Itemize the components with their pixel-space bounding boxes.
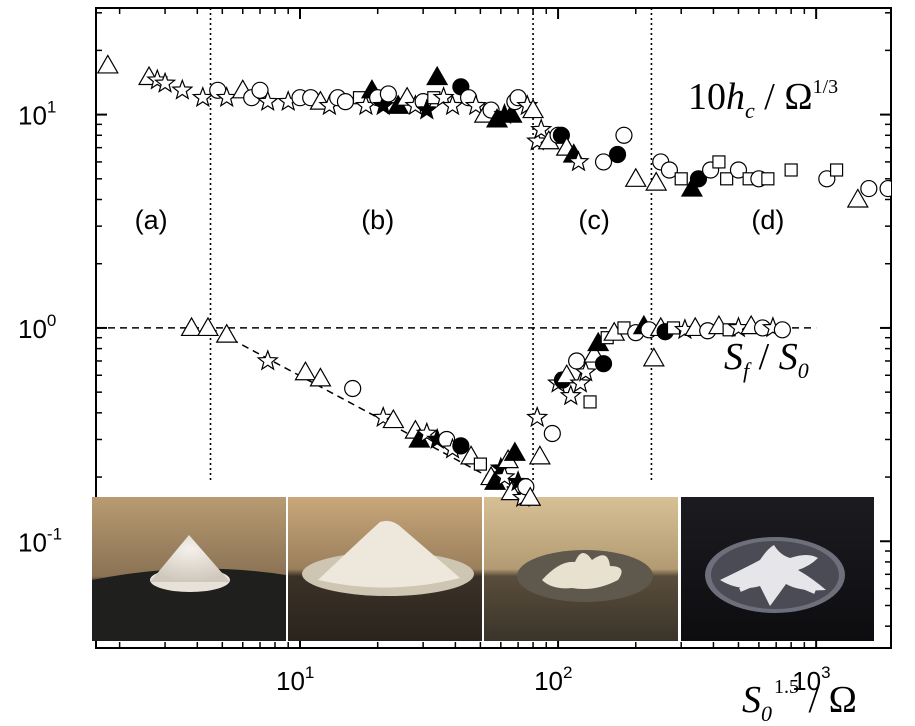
data-point-open-triangle [555, 364, 578, 384]
data-point-open-triangle [624, 167, 647, 187]
data-point-filled-star [371, 94, 395, 116]
data-point-filled-triangle [500, 103, 523, 123]
data-point-open-triangle [642, 347, 665, 367]
data-point-open-star [530, 117, 553, 140]
data-point-filled-triangle [680, 177, 703, 197]
data-point-open-star [441, 94, 464, 116]
data-point-open-triangle [846, 188, 869, 208]
data-point-open-triangle [215, 323, 238, 343]
data-point-open-circle [594, 153, 613, 171]
reference-line [210, 327, 534, 502]
data-point-open-triangle [309, 367, 332, 387]
region-label: (b) [361, 205, 394, 235]
y-tick-label: 10-1 [18, 524, 62, 557]
lower-curve-label: Sf / S0 [724, 336, 809, 383]
y-tick-label: 101 [18, 98, 56, 131]
data-point-open-star [526, 405, 549, 428]
data-point-open-triangle [382, 408, 405, 429]
x-tick-label: 103 [792, 663, 830, 696]
data-point-open-square [784, 163, 798, 177]
data-point-open-star [493, 465, 516, 487]
inset-photos [92, 497, 874, 641]
data-point-filled-triangle [426, 65, 449, 86]
data-point-open-triangle [645, 171, 668, 191]
data-point-open-triangle [196, 316, 220, 337]
data-point-open-square [473, 457, 487, 471]
region-labels: (a) (b) (c) (d) [135, 205, 785, 235]
data-point-filled-circle [689, 170, 708, 188]
data-point-open-star [567, 150, 590, 172]
data-point-open-triangle [522, 98, 545, 119]
photo-a [92, 497, 286, 641]
data-point-open-star [256, 349, 279, 371]
data-point-filled-triangle [503, 441, 526, 461]
data-point-open-circle [860, 179, 878, 198]
data-point-filled-circle [594, 355, 613, 373]
x-axis-label: S01.5 / Ω [742, 676, 857, 726]
data-point-open-circle [379, 85, 397, 103]
photo-c [484, 497, 678, 641]
data-point-open-circle [615, 126, 633, 144]
data-point-open-triangle [396, 86, 419, 106]
data-point-open-circle [773, 321, 792, 339]
reference-lines [96, 327, 817, 502]
data-point-open-triangle [96, 54, 119, 74]
data-point-open-triangle [180, 316, 203, 337]
x-tick-label: 101 [276, 663, 314, 696]
data-point-open-circle [879, 179, 891, 198]
data-point-open-square [674, 172, 688, 186]
data-point-open-star [256, 89, 279, 112]
data-point-open-square [829, 163, 844, 177]
axis-ticks: 101 102 103 101 100 10-1 [18, 8, 891, 696]
data-point-open-circle [336, 93, 355, 111]
y-tick-label: 100 [18, 311, 56, 344]
svg-text:10hc / Ω1/3: 10hc / Ω1/3 [688, 76, 838, 123]
upper-curve-label: 10hc / Ω1/3 [688, 76, 838, 123]
photo-d [681, 497, 874, 641]
region-label: (d) [751, 205, 784, 235]
data-markers [96, 54, 891, 508]
data-point-open-star [215, 86, 238, 108]
data-point-open-star [171, 78, 194, 100]
data-point-open-circle [344, 379, 362, 398]
region-label: (c) [578, 205, 609, 235]
region-label: (a) [135, 205, 168, 235]
data-point-open-star [191, 85, 214, 108]
data-point-open-square [720, 172, 734, 186]
data-point-filled-circle [608, 145, 627, 164]
data-point-open-star [464, 94, 487, 116]
data-point-open-triangle [294, 361, 317, 381]
data-point-open-star [569, 371, 592, 393]
data-point-open-star [574, 360, 597, 382]
data-point-open-triangle [528, 445, 551, 465]
svg-text:S01.5 / Ω: S01.5 / Ω [742, 676, 857, 726]
svg-text:Sf / S0: Sf / S0 [724, 336, 809, 383]
x-tick-label: 102 [534, 663, 572, 696]
data-point-filled-star [415, 98, 438, 120]
data-point-open-triangle [519, 486, 542, 506]
data-point-open-star [559, 384, 582, 406]
data-point-open-circle [729, 161, 748, 179]
data-point-open-square [712, 155, 726, 169]
data-point-filled-circle [452, 437, 470, 455]
data-point-open-circle [568, 352, 586, 370]
data-point-open-square [583, 395, 597, 409]
data-point-open-circle [543, 424, 561, 443]
data-point-open-star [153, 71, 177, 93]
region-boundary-lines [209, 8, 653, 480]
data-point-open-square [761, 172, 775, 186]
data-point-open-star [415, 421, 438, 443]
data-point-open-star [432, 85, 455, 108]
photo-b [288, 497, 482, 641]
data-point-open-circle [660, 161, 678, 179]
